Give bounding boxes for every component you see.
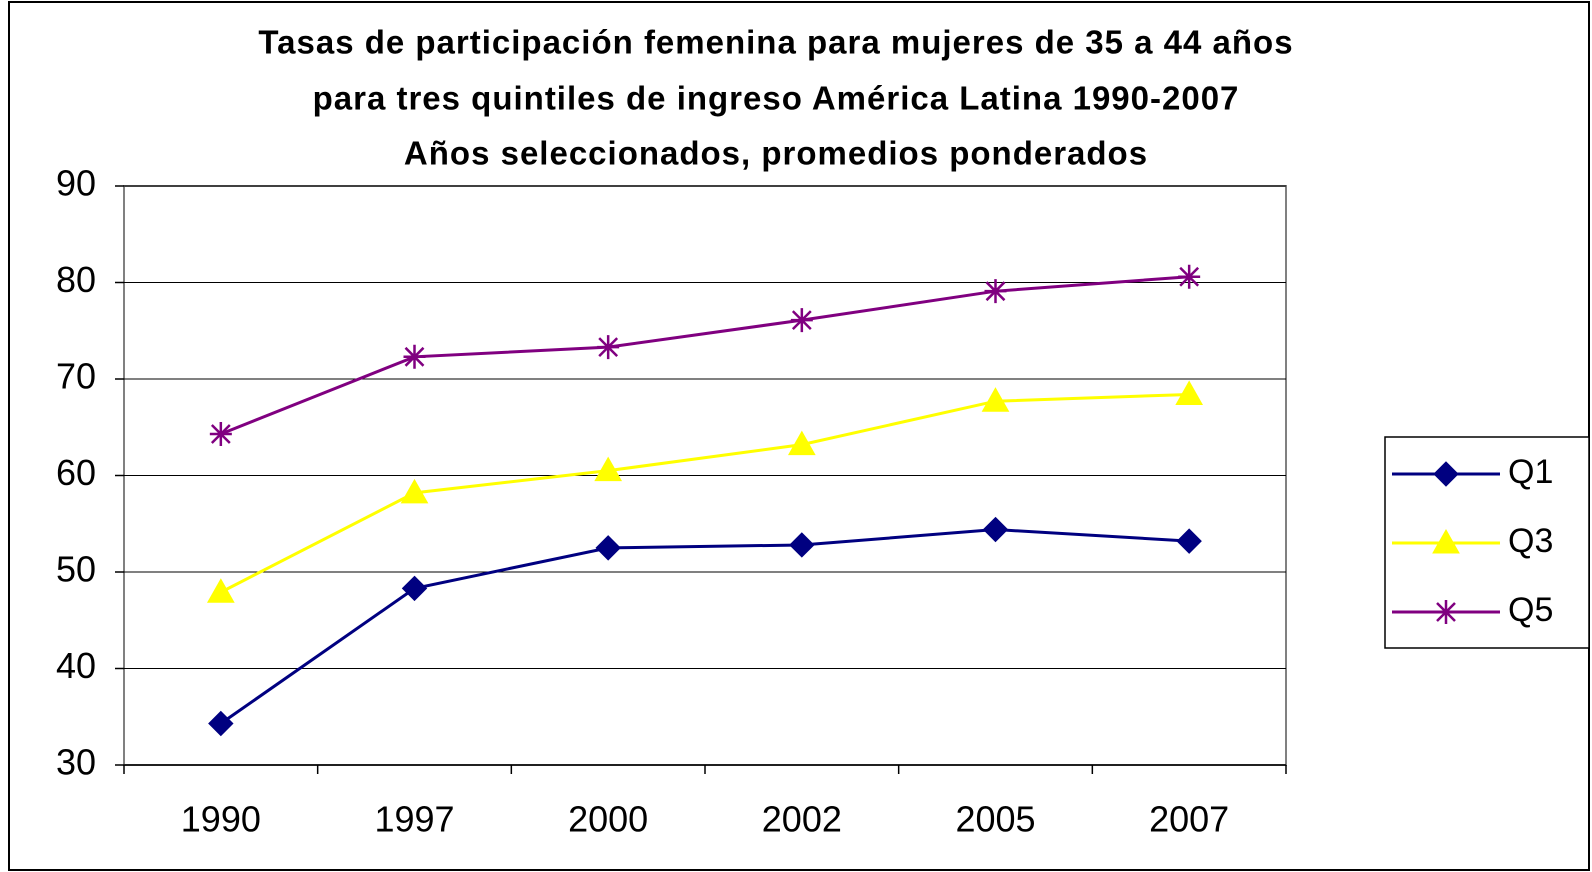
marker	[206, 578, 235, 603]
marker	[400, 478, 429, 504]
marker	[403, 344, 426, 369]
legend-marker	[1435, 600, 1457, 624]
line	[219, 528, 1190, 725]
x-tick-label: 2007	[1149, 799, 1229, 840]
y-tick-label: 70	[56, 356, 96, 397]
chart-title: Tasas de participación femenina para muj…	[258, 24, 1293, 61]
marker	[1175, 380, 1204, 405]
legend-label: Q5	[1508, 591, 1553, 629]
marker	[594, 456, 623, 482]
marker	[208, 710, 234, 737]
chart-title: para tres quintiles de ingreso América L…	[313, 80, 1240, 117]
y-tick-label: 40	[56, 645, 96, 686]
y-tick-label: 80	[56, 259, 96, 300]
y-tick-label: 90	[56, 163, 96, 204]
marker	[982, 516, 1009, 543]
marker	[790, 308, 813, 333]
y-tick-label: 30	[56, 742, 96, 783]
x-tick-label: 1990	[181, 799, 261, 840]
legend-label: Q1	[1508, 453, 1553, 491]
x-tick-label: 2005	[955, 799, 1035, 840]
legend-label: Q3	[1508, 522, 1553, 560]
line	[220, 275, 1190, 436]
marker	[1178, 264, 1201, 289]
y-tick-label: 60	[56, 452, 96, 493]
marker	[597, 335, 620, 360]
x-tick-label: 1997	[374, 799, 454, 840]
legend-marker	[1433, 461, 1459, 487]
marker	[401, 575, 428, 602]
marker	[1176, 528, 1202, 554]
chart-title: Años seleccionados, promedios ponderados	[404, 135, 1148, 172]
line	[220, 392, 1190, 594]
marker	[789, 532, 815, 558]
marker	[595, 535, 621, 561]
x-tick-label: 2000	[568, 799, 648, 840]
marker	[981, 387, 1010, 412]
marker	[984, 279, 1007, 304]
y-tick-label: 50	[56, 549, 96, 590]
x-tick-label: 2002	[762, 799, 842, 840]
marker	[209, 422, 232, 447]
legend-marker	[1432, 528, 1460, 554]
marker	[787, 430, 816, 456]
